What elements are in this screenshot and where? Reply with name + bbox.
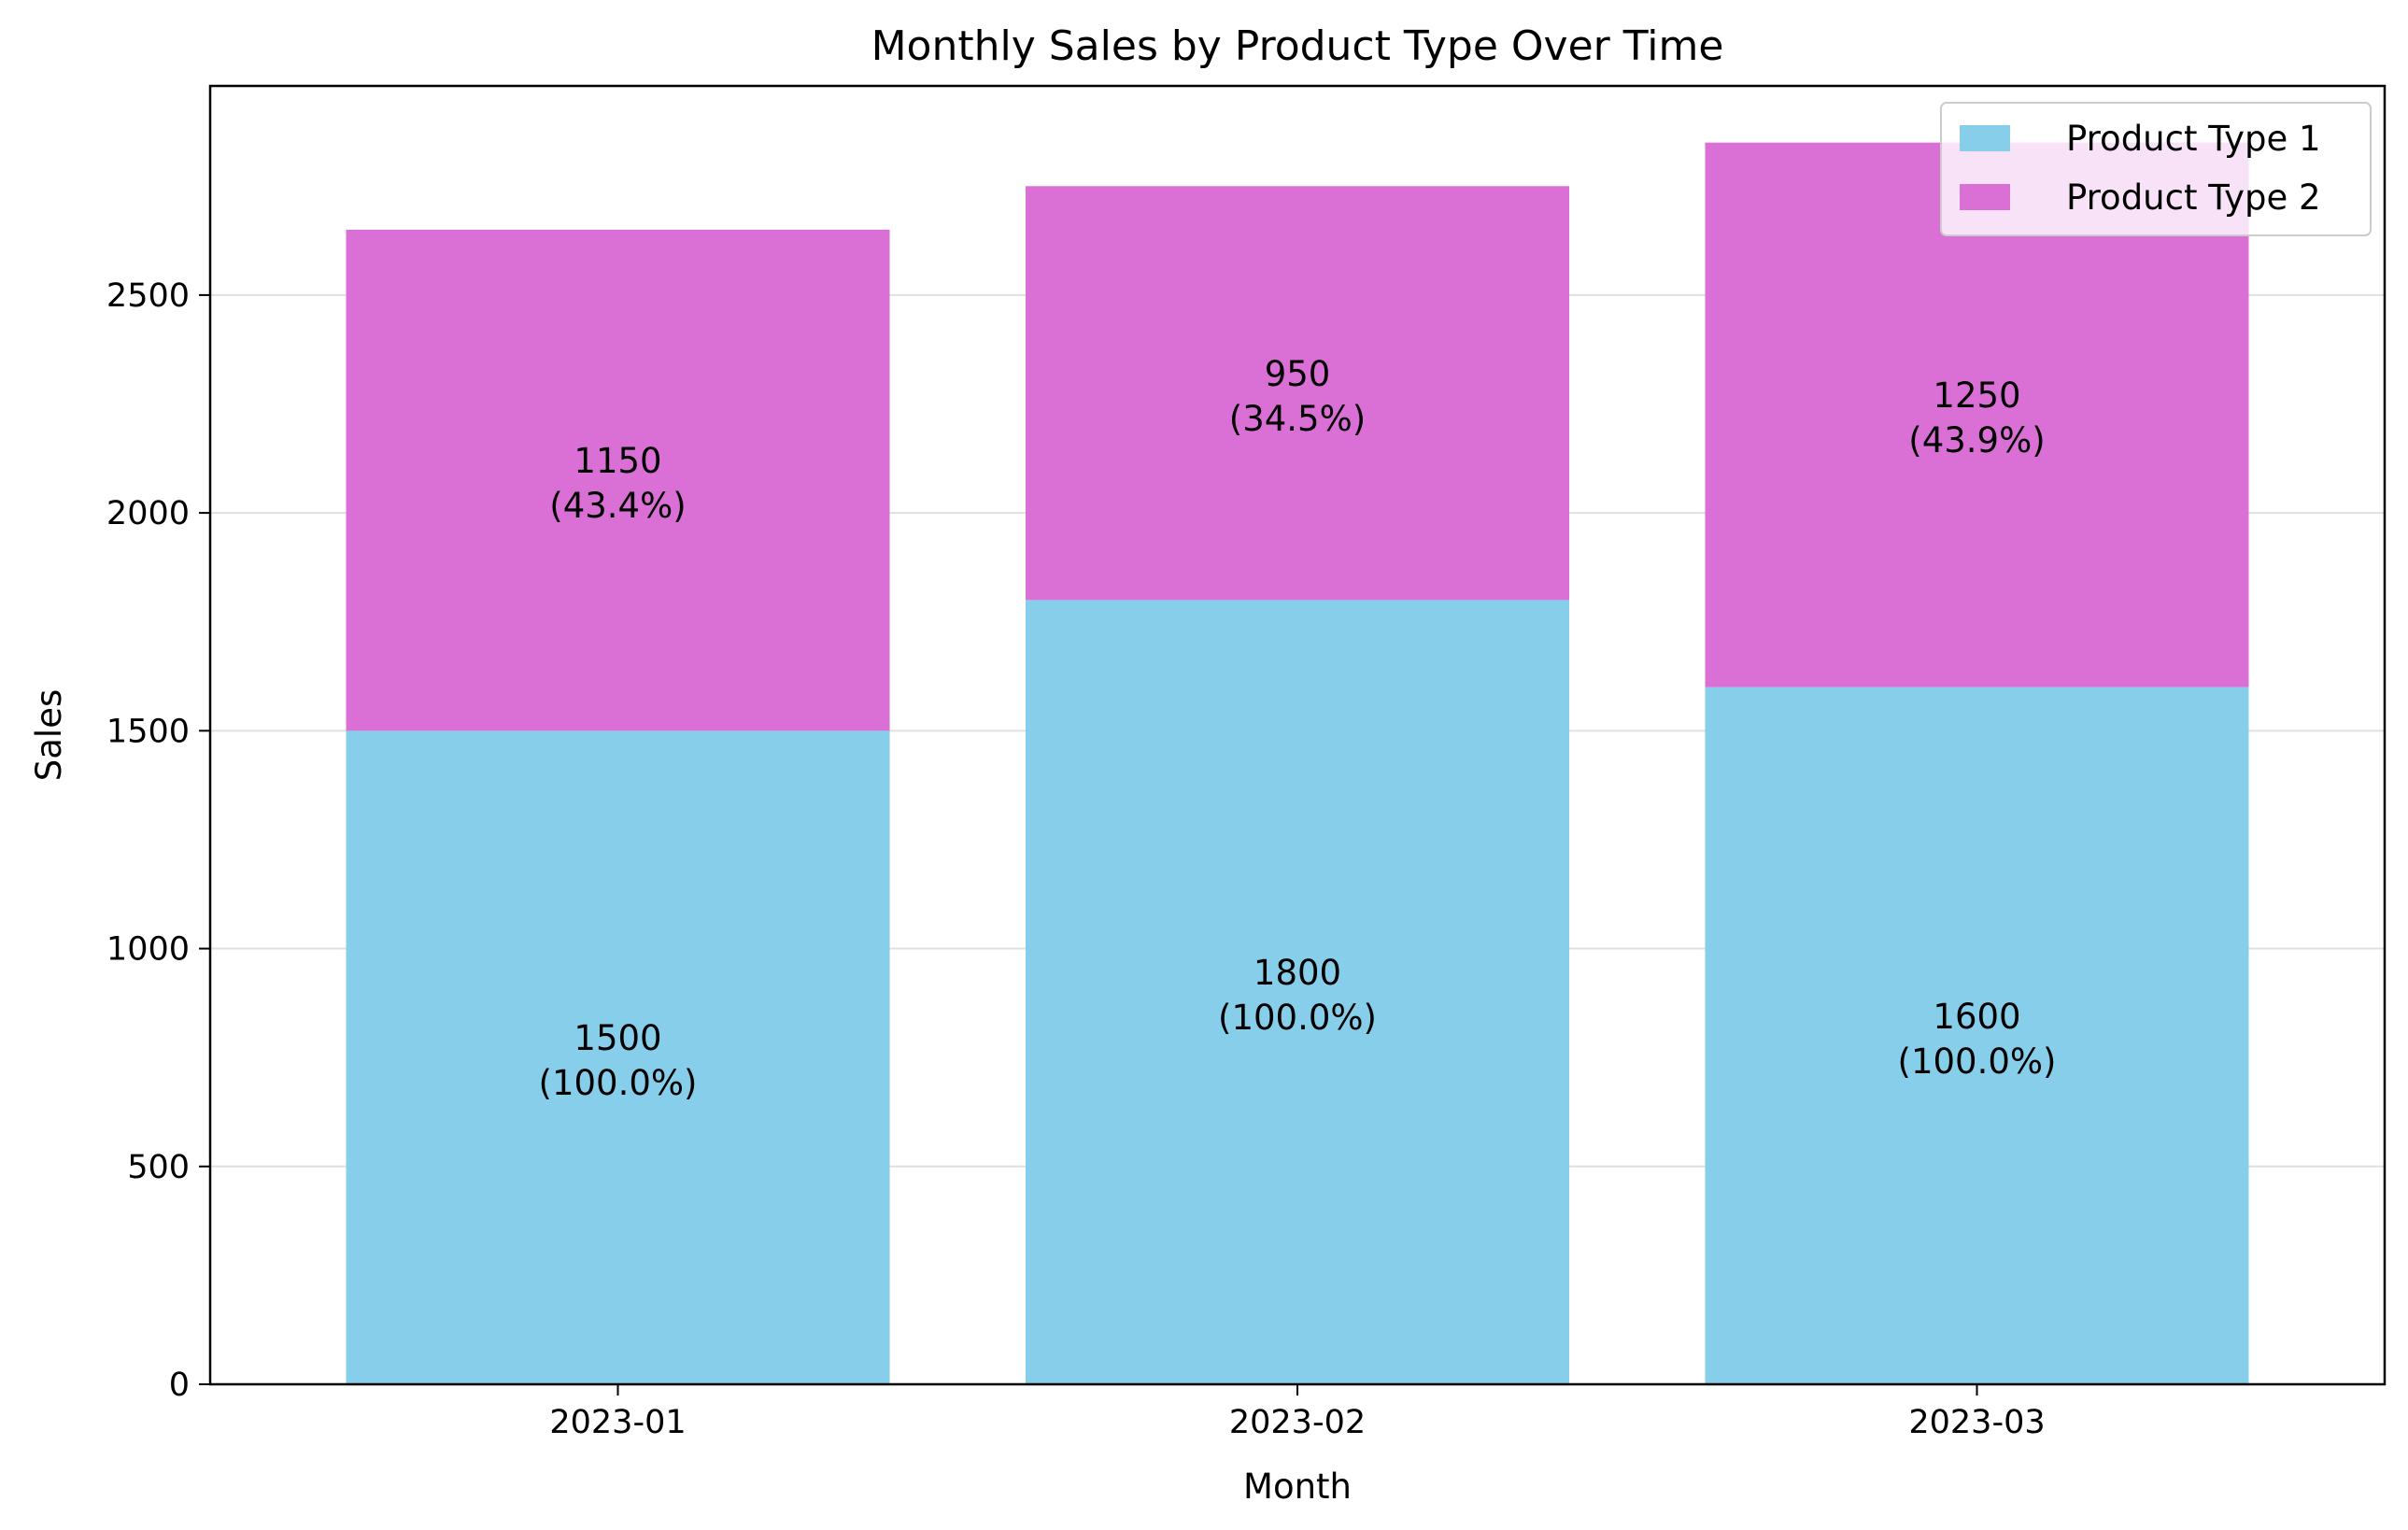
x-tick-label: 2023-02: [1229, 1404, 1366, 1441]
y-axis-label: Sales: [29, 689, 69, 781]
y-tick-label: 500: [127, 1149, 190, 1186]
legend-label-product-type-2: Product Type 2: [2066, 177, 2321, 218]
legend-label-product-type-1: Product Type 1: [2066, 119, 2321, 159]
bars: [347, 143, 2249, 1384]
x-tick-label: 2023-03: [1908, 1404, 2045, 1441]
x-axis-label: Month: [1243, 1466, 1352, 1507]
legend-swatch-product-type-1: [1960, 125, 2010, 151]
bar-value-label: 1150: [574, 441, 661, 481]
bar-value-label: 1600: [1933, 997, 2020, 1037]
y-tick-label: 2500: [106, 277, 190, 315]
bar-percent-label: (100.0%): [1218, 998, 1377, 1038]
bar-value-label: 1800: [1254, 953, 1341, 993]
y-tick-label: 1500: [106, 713, 190, 750]
legend-swatch-product-type-2: [1960, 184, 2010, 210]
y-tick-label: 1000: [106, 931, 190, 969]
bar-value-label: 1250: [1933, 375, 2020, 416]
bar-percent-label: (100.0%): [539, 1063, 698, 1103]
bar-value-label: 950: [1265, 354, 1331, 394]
x-tick-label: 2023-01: [549, 1404, 686, 1441]
chart-title: Monthly Sales by Product Type Over Time: [871, 22, 1724, 70]
legend: Product Type 1 Product Type 2: [1941, 103, 2371, 235]
bar-percent-label: (100.0%): [1898, 1041, 2057, 1082]
bar-value-label: 1500: [574, 1018, 661, 1058]
y-tick-label: 0: [169, 1367, 190, 1404]
bar-percent-label: (43.4%): [549, 486, 686, 526]
y-tick-label: 2000: [106, 495, 190, 532]
bar-percent-label: (34.5%): [1229, 399, 1366, 439]
bar-percent-label: (43.9%): [1908, 420, 2045, 460]
